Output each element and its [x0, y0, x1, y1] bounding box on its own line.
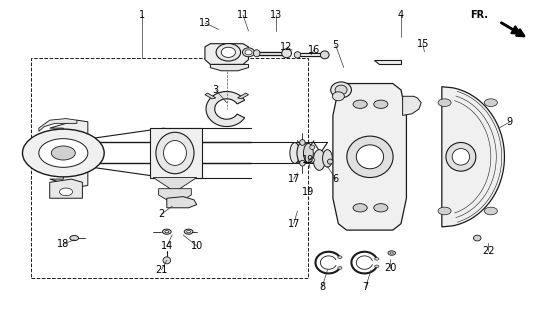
Circle shape: [60, 188, 73, 196]
Polygon shape: [50, 163, 88, 187]
Circle shape: [337, 267, 342, 269]
Ellipse shape: [163, 229, 171, 234]
Text: 20: 20: [384, 263, 396, 273]
Text: 16: 16: [308, 45, 320, 55]
Text: 3: 3: [213, 85, 219, 95]
Ellipse shape: [304, 143, 313, 163]
Ellipse shape: [331, 82, 352, 98]
Ellipse shape: [216, 44, 241, 61]
Ellipse shape: [300, 160, 305, 166]
Ellipse shape: [390, 252, 393, 254]
Ellipse shape: [310, 158, 314, 162]
Ellipse shape: [335, 85, 347, 95]
Polygon shape: [333, 84, 406, 230]
Ellipse shape: [328, 159, 333, 164]
Text: 19: 19: [302, 187, 314, 197]
Ellipse shape: [347, 136, 393, 178]
Polygon shape: [159, 189, 191, 204]
Text: 15: 15: [417, 39, 429, 49]
Ellipse shape: [242, 48, 254, 57]
Ellipse shape: [300, 140, 305, 145]
Ellipse shape: [282, 49, 292, 58]
Polygon shape: [151, 128, 202, 178]
Text: 12: 12: [281, 42, 293, 52]
Ellipse shape: [321, 51, 329, 59]
Ellipse shape: [446, 142, 476, 171]
Circle shape: [353, 100, 367, 108]
Polygon shape: [153, 178, 197, 192]
Circle shape: [484, 207, 497, 215]
Circle shape: [375, 258, 379, 260]
Ellipse shape: [221, 47, 235, 57]
Text: 17: 17: [288, 174, 300, 184]
Polygon shape: [205, 44, 248, 64]
Polygon shape: [374, 60, 401, 64]
Text: 13: 13: [270, 10, 282, 20]
Text: 11: 11: [237, 10, 249, 20]
Ellipse shape: [357, 145, 383, 169]
Polygon shape: [167, 197, 197, 208]
Text: 7: 7: [363, 283, 369, 292]
Text: 2: 2: [158, 209, 164, 219]
Polygon shape: [50, 120, 88, 142]
Ellipse shape: [294, 52, 301, 58]
Polygon shape: [402, 96, 421, 116]
Text: 19: 19: [302, 155, 314, 165]
Circle shape: [22, 129, 104, 177]
Text: 22: 22: [482, 246, 494, 256]
Ellipse shape: [253, 50, 260, 57]
Ellipse shape: [290, 143, 300, 163]
Text: 9: 9: [507, 117, 513, 127]
Polygon shape: [50, 179, 82, 198]
Bar: [31, 58, 308, 278]
Ellipse shape: [310, 145, 314, 149]
Ellipse shape: [388, 251, 395, 255]
Polygon shape: [205, 93, 216, 99]
Text: 6: 6: [333, 174, 339, 184]
Text: 18: 18: [57, 239, 69, 249]
Ellipse shape: [333, 92, 345, 101]
Circle shape: [438, 207, 451, 215]
Text: 1: 1: [139, 10, 145, 20]
Ellipse shape: [156, 132, 194, 174]
Ellipse shape: [297, 142, 309, 164]
Polygon shape: [442, 87, 505, 227]
Text: 13: 13: [199, 18, 211, 28]
Ellipse shape: [473, 235, 481, 241]
Text: 14: 14: [161, 241, 173, 251]
Circle shape: [484, 99, 497, 107]
Circle shape: [438, 99, 451, 107]
Text: 17: 17: [288, 219, 300, 229]
Text: 21: 21: [155, 265, 168, 275]
Polygon shape: [210, 64, 248, 71]
Polygon shape: [238, 93, 248, 99]
Text: 10: 10: [191, 241, 203, 251]
Polygon shape: [206, 92, 245, 126]
Text: FR.: FR.: [470, 10, 488, 20]
Circle shape: [337, 256, 342, 259]
Circle shape: [375, 265, 379, 268]
Ellipse shape: [187, 231, 191, 233]
Text: 4: 4: [398, 10, 404, 20]
Ellipse shape: [313, 150, 325, 170]
Ellipse shape: [245, 50, 252, 55]
Text: 8: 8: [319, 283, 325, 292]
Ellipse shape: [70, 236, 79, 241]
Circle shape: [374, 204, 388, 212]
Ellipse shape: [165, 231, 169, 233]
Polygon shape: [39, 119, 77, 131]
Ellipse shape: [163, 257, 170, 264]
Circle shape: [374, 100, 388, 108]
Ellipse shape: [323, 150, 333, 167]
Ellipse shape: [452, 148, 470, 165]
Text: 5: 5: [333, 40, 339, 50]
Circle shape: [353, 204, 367, 212]
Circle shape: [51, 146, 75, 160]
Ellipse shape: [164, 140, 186, 165]
Ellipse shape: [184, 229, 193, 234]
Circle shape: [39, 139, 88, 167]
